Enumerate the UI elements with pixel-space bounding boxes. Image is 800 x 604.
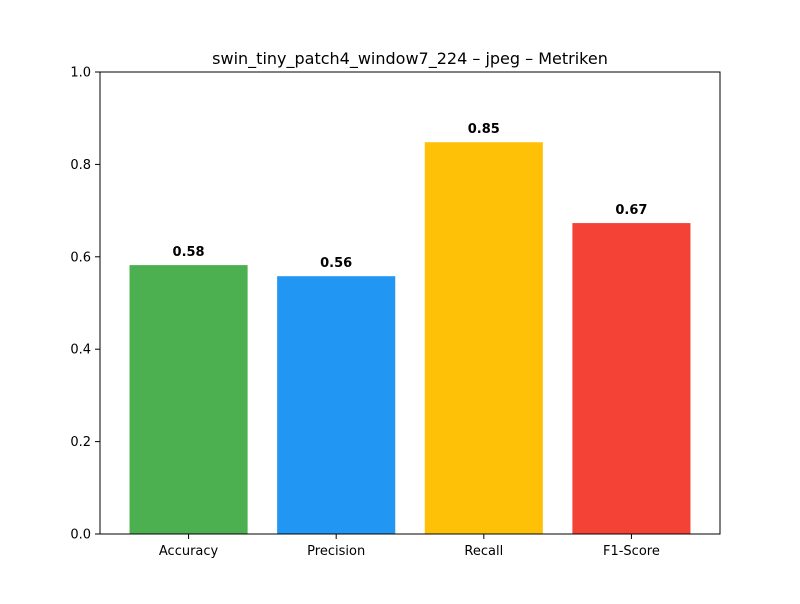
value-label: 0.85 — [468, 122, 500, 137]
y-axis: 0.0 0.2 0.4 0.6 0.8 1.0 — [70, 66, 100, 543]
y-tick-label: 0.4 — [70, 343, 91, 358]
value-labels-layer: 0.58 0.56 0.85 0.67 — [173, 122, 648, 271]
bar-accuracy — [129, 265, 248, 534]
x-tick-label: Recall — [464, 544, 503, 559]
value-label: 0.67 — [615, 203, 647, 218]
x-tick-label: F1-Score — [603, 544, 660, 559]
plot-frame — [99, 71, 721, 535]
bar-precision — [277, 276, 396, 534]
bars-layer — [129, 142, 691, 534]
bar-f1-score — [572, 223, 691, 534]
y-tick-label: 0.2 — [70, 435, 91, 450]
y-tick-label: 0.0 — [70, 528, 91, 543]
x-axis: Accuracy Precision Recall F1-Score — [159, 534, 660, 559]
value-label: 0.56 — [320, 256, 352, 271]
bar-recall — [424, 142, 543, 534]
y-tick-label: 0.8 — [70, 158, 91, 173]
value-label: 0.58 — [173, 245, 205, 260]
chart-title: swin_tiny_patch4_window7_224 – jpeg – Me… — [212, 49, 608, 69]
x-tick-label: Precision — [307, 544, 365, 559]
y-tick-label: 1.0 — [70, 66, 91, 81]
y-tick-label: 0.6 — [70, 250, 91, 265]
x-tick-label: Accuracy — [159, 544, 219, 559]
